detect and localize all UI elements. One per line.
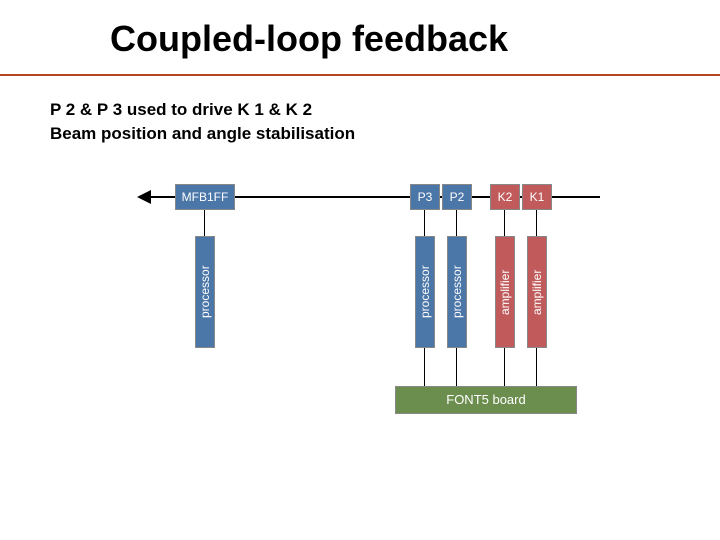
node-mfb-proc: processor	[195, 236, 215, 348]
connector	[456, 210, 457, 236]
connector	[424, 348, 425, 386]
node-k2-amp: amplifier	[495, 236, 515, 348]
node-k1-amp: amplifier	[527, 236, 547, 348]
block-diagram: MFB1FF P3P2 K2K1 processor processor processo…	[140, 176, 600, 436]
connector	[536, 210, 537, 236]
node-p3-proc: processor	[415, 236, 435, 348]
node-p3: P3	[410, 184, 440, 210]
description: P 2 & P 3 used to drive K 1 & K 2 Beam p…	[0, 76, 720, 146]
connector	[536, 348, 537, 386]
node-k2: K2	[490, 184, 520, 210]
connector	[204, 210, 205, 236]
page-title: Coupled-loop feedback	[0, 0, 720, 60]
node-p2: P2	[442, 184, 472, 210]
beamline-arrow	[137, 190, 151, 204]
node-font5: FONT5 board	[395, 386, 577, 414]
connector	[424, 210, 425, 236]
description-line-2: Beam position and angle stabilisation	[50, 122, 720, 146]
description-line-1: P 2 & P 3 used to drive K 1 & K 2	[50, 98, 720, 122]
node-p2-proc: processor	[447, 236, 467, 348]
node-mfb: MFB1FF	[175, 184, 235, 210]
node-k1: K1	[522, 184, 552, 210]
connector	[504, 210, 505, 236]
connector	[456, 348, 457, 386]
connector	[504, 348, 505, 386]
